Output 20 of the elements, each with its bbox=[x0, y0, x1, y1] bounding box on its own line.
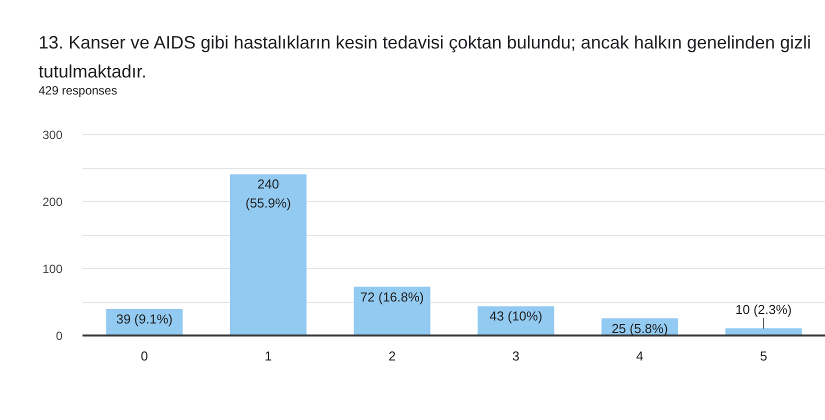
y-tick-label: 100 bbox=[42, 262, 63, 276]
x-tick-label: 1 bbox=[264, 348, 272, 364]
bar bbox=[354, 286, 430, 336]
x-tick-label: 4 bbox=[636, 348, 644, 364]
x-tick-label: 2 bbox=[388, 348, 396, 364]
x-tick-label: 5 bbox=[760, 348, 768, 364]
y-tick-label: 0 bbox=[56, 329, 63, 343]
data-label: 72 (16.8%) bbox=[360, 289, 424, 304]
data-label: 39 (9.1%) bbox=[116, 311, 173, 326]
y-tick-label: 200 bbox=[42, 195, 63, 209]
x-tick-label: 3 bbox=[512, 348, 520, 364]
chart-title: 13. Kanser ve AIDS gibi hastalıkların kesin tedavisi çoktan bulundu; ancak halkın genelinden gizli tutulmaktadır. bbox=[38, 32, 811, 82]
data-label: 240 (55.9%) bbox=[245, 176, 292, 210]
chart-subtitle: 429 responses bbox=[38, 84, 118, 98]
data-label: 43 (10%) bbox=[490, 308, 542, 324]
data-label: 10 (2.3%) bbox=[735, 302, 792, 317]
data-label: 25 (5.8%) bbox=[612, 320, 668, 336]
y-tick-label: 300 bbox=[42, 128, 63, 142]
bar bbox=[230, 174, 307, 336]
x-tick-label: 0 bbox=[140, 348, 148, 364]
